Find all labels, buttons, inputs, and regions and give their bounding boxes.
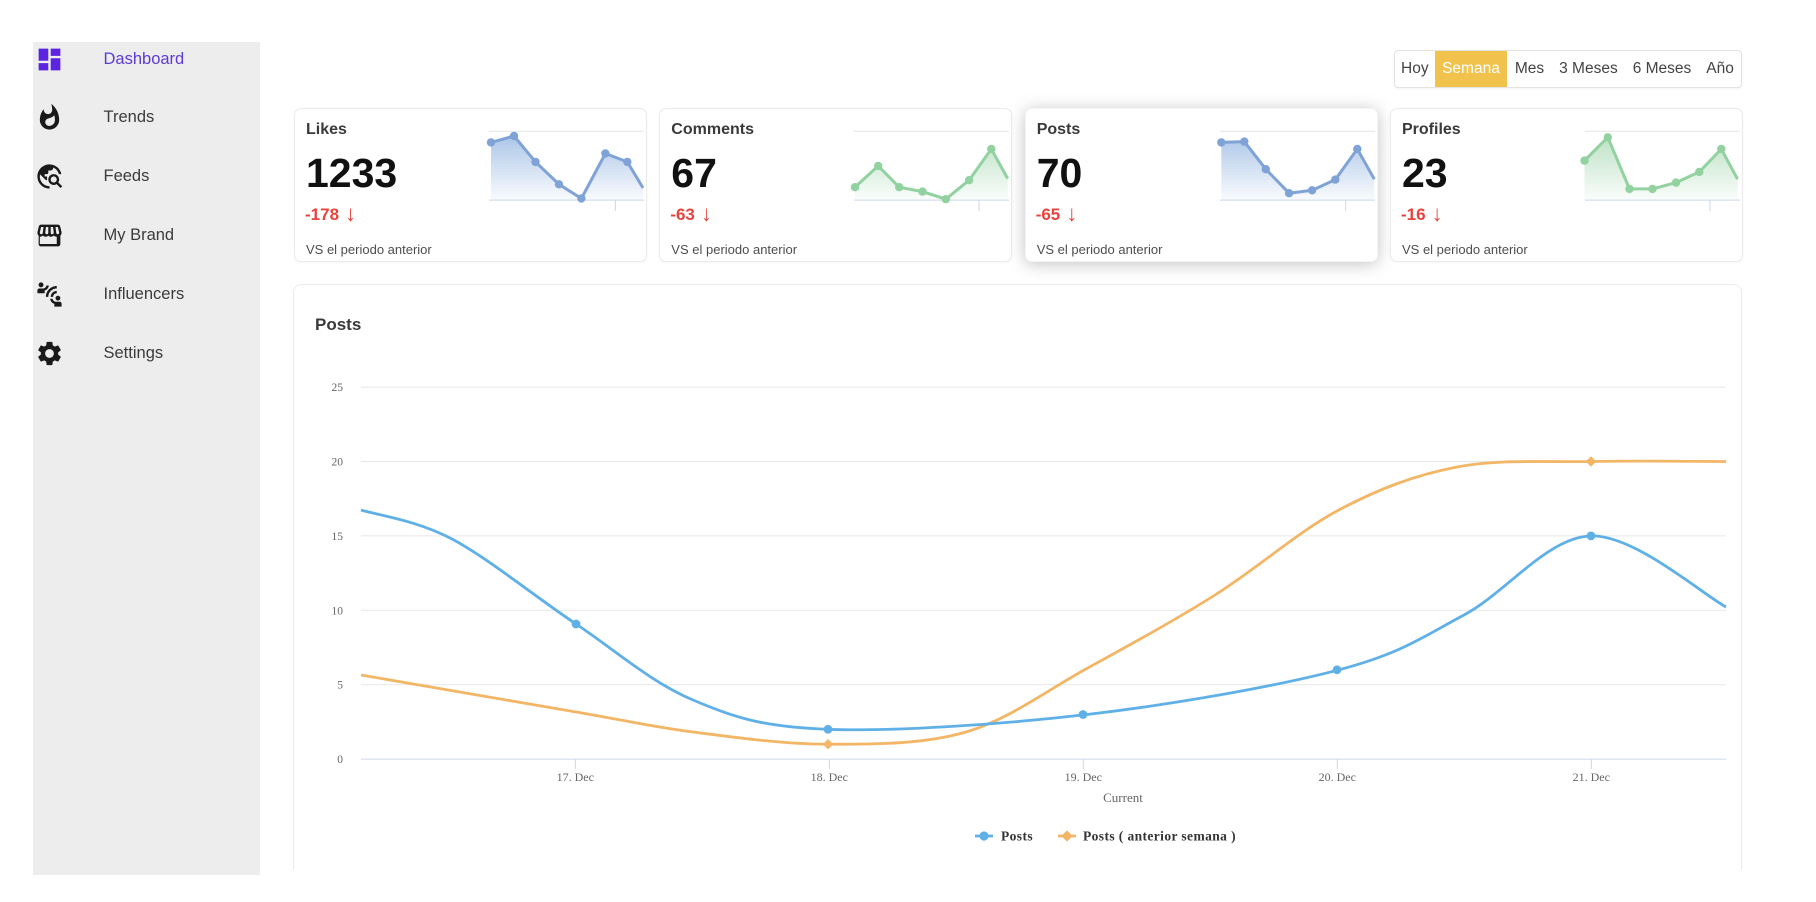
svg-text:18. Dec: 18. Dec <box>811 770 848 784</box>
svg-text:10: 10 <box>332 605 344 617</box>
svg-text:Posts: Posts <box>1001 828 1033 843</box>
svg-text:0: 0 <box>337 754 343 766</box>
svg-text:25: 25 <box>332 382 344 394</box>
svg-text:19. Dec: 19. Dec <box>1065 770 1102 784</box>
svg-text:Posts ( anterior semana ): Posts ( anterior semana ) <box>1083 828 1236 843</box>
svg-text:Current: Current <box>1103 790 1143 805</box>
svg-text:15: 15 <box>332 530 344 542</box>
svg-text:5: 5 <box>337 679 343 691</box>
svg-text:17. Dec: 17. Dec <box>557 770 594 784</box>
svg-text:20. Dec: 20. Dec <box>1319 770 1356 784</box>
svg-text:20: 20 <box>332 456 344 468</box>
svg-text:21. Dec: 21. Dec <box>1573 770 1610 784</box>
